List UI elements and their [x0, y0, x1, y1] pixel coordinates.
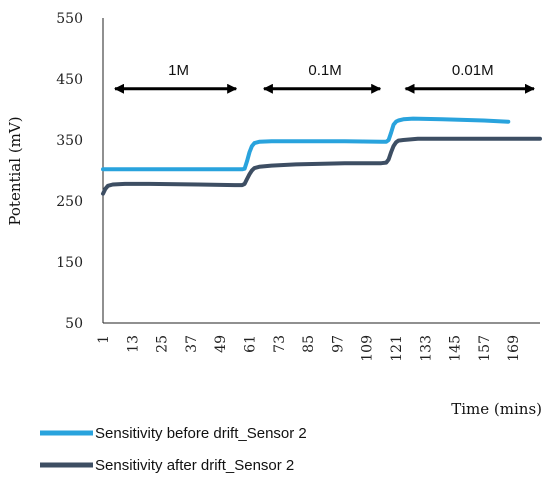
series-group	[101, 116, 542, 196]
x-tick-label: 61	[242, 335, 258, 353]
y-tick-label: 250	[56, 194, 83, 210]
x-tick-label: 157	[477, 335, 493, 362]
x-tick-label: 49	[213, 335, 229, 353]
x-tick-label: 97	[330, 335, 346, 353]
x-tick-label: 13	[125, 335, 141, 353]
x-tick-label: 169	[506, 335, 522, 362]
y-tick-label: 50	[65, 316, 83, 332]
x-tick-label: 133	[418, 335, 434, 362]
x-tick-label: 37	[184, 335, 200, 353]
series-line-1	[101, 116, 511, 172]
y-tick-label: 350	[56, 133, 83, 149]
x-axis-title: Time (mins)	[451, 400, 542, 418]
series-line-2	[101, 136, 542, 196]
annotations-group: 1M 0.1M 0.01M	[114, 62, 535, 94]
x-tick-label: 73	[272, 335, 288, 353]
x-tick-label: 1	[96, 335, 112, 344]
y-tick-label: 550	[56, 11, 83, 27]
y-axis-title: Potential (mV)	[6, 116, 24, 225]
annotation-label: 0.1M	[308, 62, 341, 79]
x-tick-label: 25	[155, 335, 171, 353]
x-tick-label: 85	[301, 335, 317, 353]
x-tick-label: 121	[389, 335, 405, 362]
legend: Sensitivity before drift_Sensor 2 Sensiti…	[40, 425, 307, 474]
annotation-label: 1M	[168, 62, 189, 79]
y-tick-label: 450	[56, 72, 83, 88]
x-tick-label: 145	[448, 335, 464, 362]
annotation-label: 0.01M	[452, 62, 494, 79]
x-tick-labels: 1 13 25 37 49 61 73 85 97 109 121 133 145 157 169	[96, 335, 522, 362]
x-tick-label: 109	[360, 335, 376, 362]
y-tick-label: 150	[56, 255, 83, 271]
legend-label: Sensitivity after drift_Sensor 2	[95, 457, 294, 474]
y-tick-labels: 50 150 250 350 450 550	[56, 11, 83, 332]
legend-label: Sensitivity before drift_Sensor 2	[95, 425, 307, 442]
